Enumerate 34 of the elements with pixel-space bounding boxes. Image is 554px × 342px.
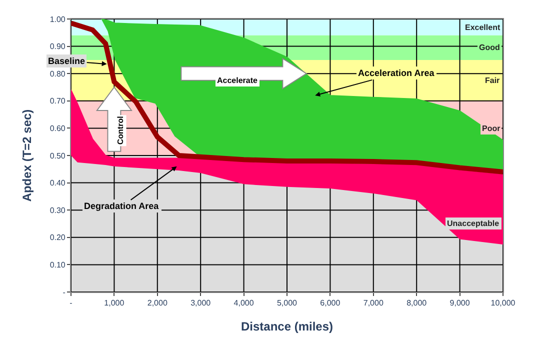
y-tick-label: 0.20 xyxy=(50,233,66,242)
annotation: Degradation Area xyxy=(84,201,160,211)
y-axis-title: Apdex (T=2 sec) xyxy=(20,109,34,202)
band-label: Unacceptable xyxy=(447,219,500,228)
band-label: Excellent xyxy=(465,23,500,32)
x-tick-label: 10,000 xyxy=(490,298,516,308)
x-tick-label: 7,000 xyxy=(363,298,384,308)
band-label: Good xyxy=(479,43,500,52)
y-tick-label: 0.90 xyxy=(50,42,66,52)
y-tick-label: 1.00 xyxy=(50,14,66,24)
y-tick-label: 0.30 xyxy=(50,206,66,215)
x-tick-label: 1,000 xyxy=(104,298,125,308)
annotation: Acceleration Area xyxy=(358,68,436,78)
band-label: Fair xyxy=(485,76,500,85)
y-tick-label: 0.50 xyxy=(50,151,66,160)
x-tick-label: 5,000 xyxy=(276,298,298,308)
y-tick-label: 0.60 xyxy=(50,124,66,133)
x-axis-title: Distance (miles) xyxy=(240,320,334,334)
x-tick-label: 8,000 xyxy=(406,298,428,308)
y-tick-label: 0.40 xyxy=(50,178,66,188)
y-tick-label: 0.10 xyxy=(50,260,66,270)
x-tick-label: 9,000 xyxy=(450,298,470,308)
annotation: Baseline xyxy=(48,56,86,66)
x-tick-label: 4,000 xyxy=(234,298,254,308)
x-tick-label: 2,000 xyxy=(147,298,168,308)
annotation: Control xyxy=(116,116,125,145)
annotation: Accelerate xyxy=(217,76,258,85)
x-tick-label: 6,000 xyxy=(320,298,341,308)
y-tick-label: - xyxy=(62,288,66,297)
x-tick-label: - xyxy=(70,298,73,308)
y-tick-label: 0.80 xyxy=(50,69,66,78)
band-label: Poor xyxy=(482,124,500,133)
y-tick-label: 0.70 xyxy=(50,96,66,106)
x-tick-label: 3,000 xyxy=(190,298,212,308)
